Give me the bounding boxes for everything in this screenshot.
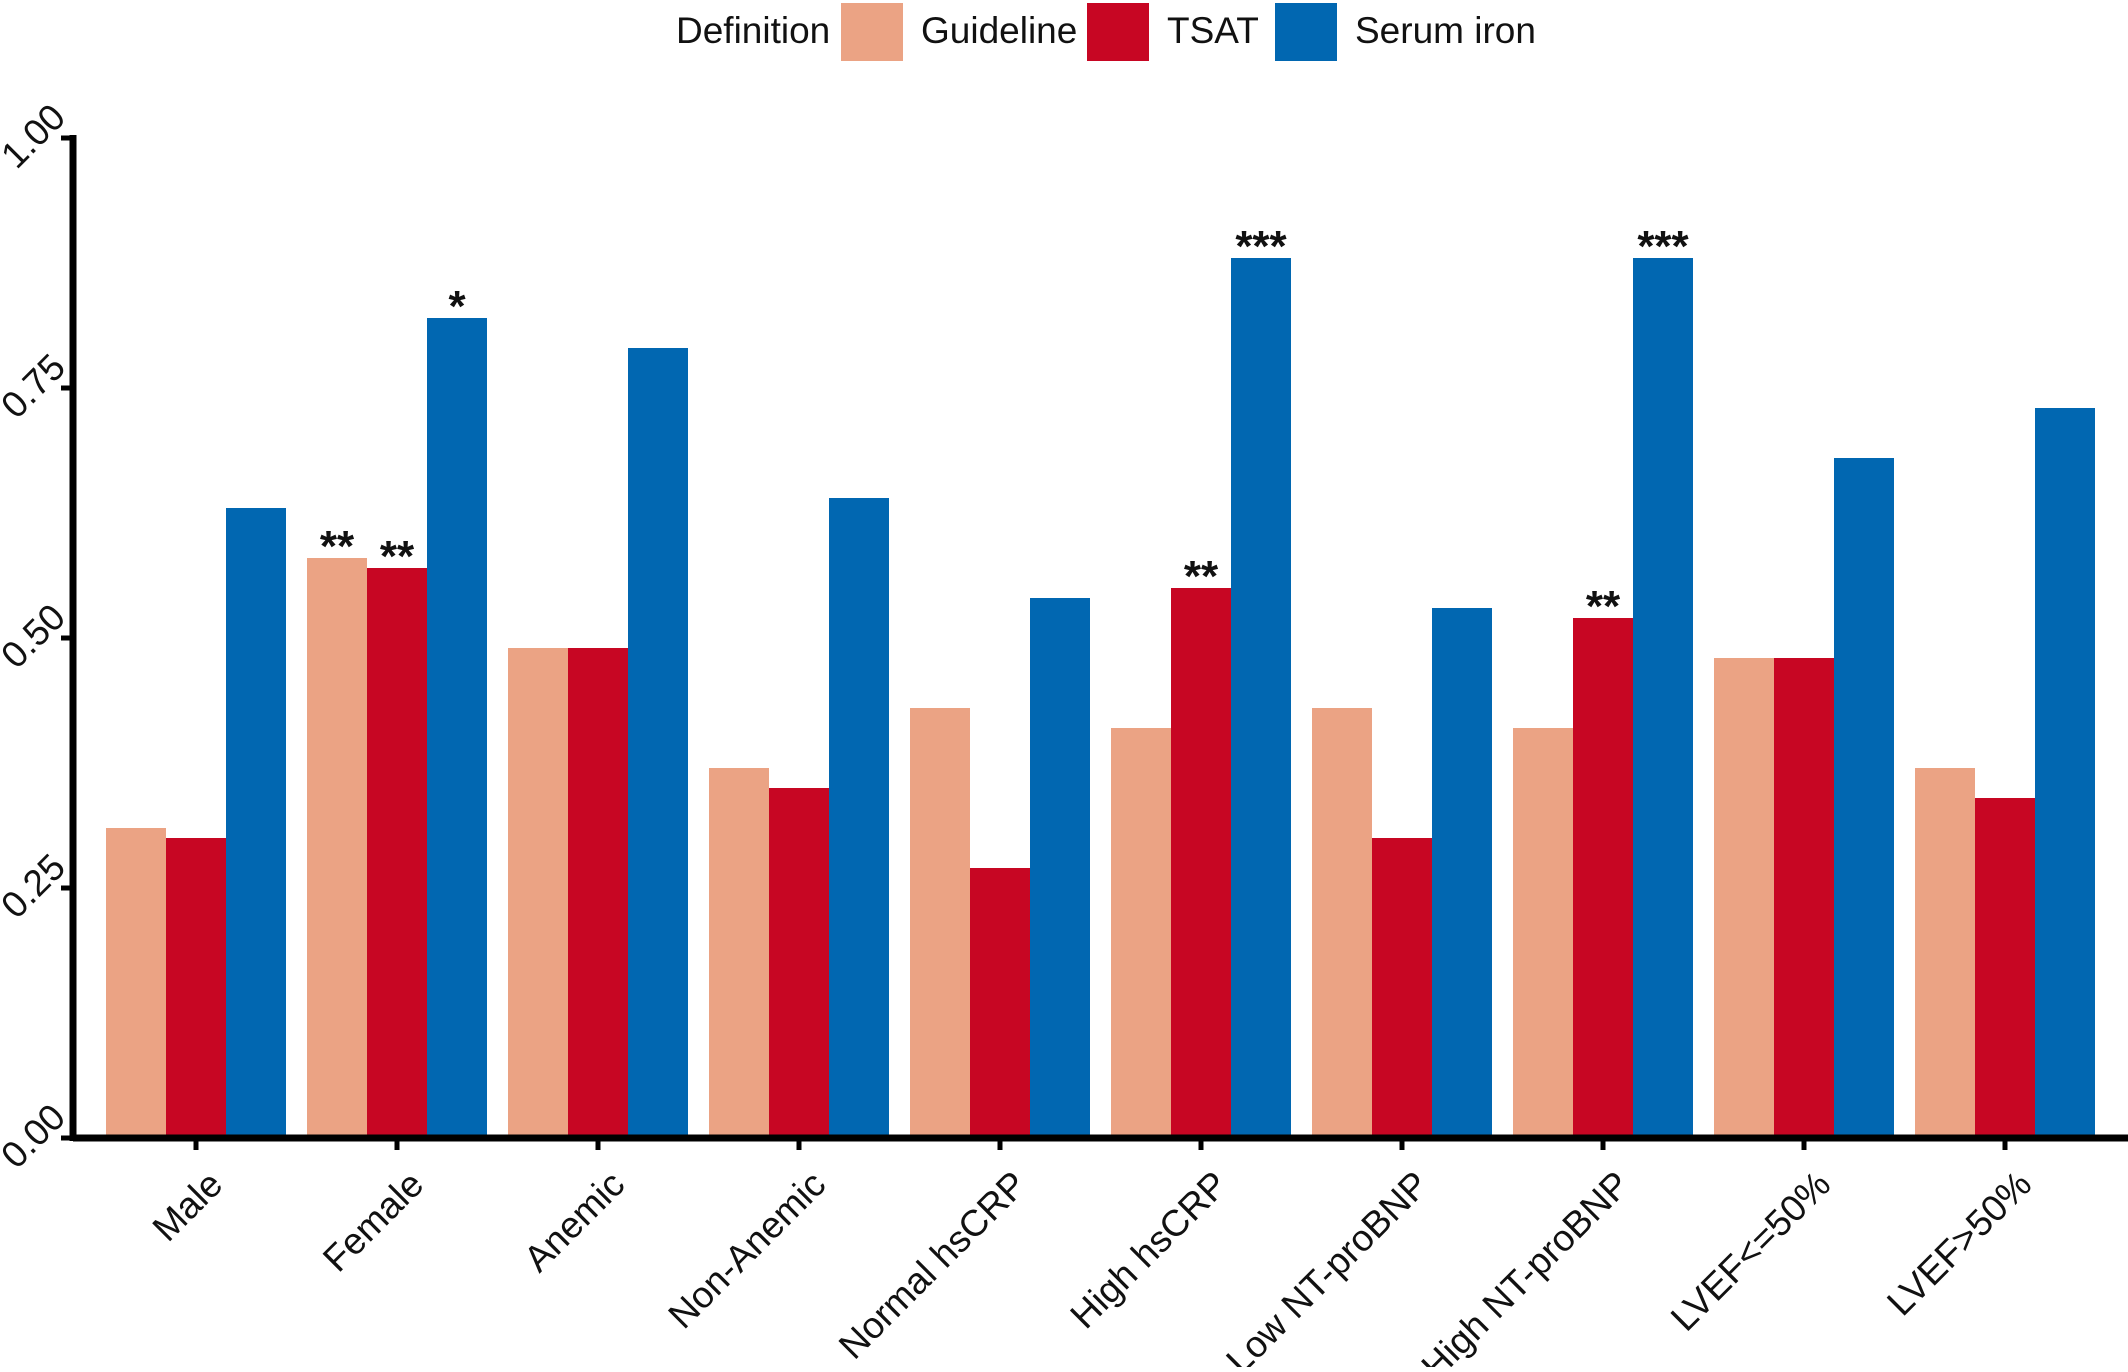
significance-labels: ** ** ******** *** [320, 222, 1690, 631]
legend-swatch-guideline [841, 3, 903, 61]
significance-label: ** [1184, 552, 1219, 601]
bar-serum-iron-0 [226, 508, 286, 1138]
legend-label: Guideline [921, 10, 1077, 51]
significance-label: *** [1235, 222, 1287, 271]
significance-label: * [448, 282, 466, 331]
bar-serum-iron-9 [2035, 408, 2095, 1138]
bar-guideline-6 [1312, 708, 1372, 1138]
significance-label: ** [1586, 582, 1621, 631]
category-label: High NT-proBNP [1414, 1163, 1638, 1367]
bar-guideline-1 [307, 558, 367, 1138]
bar-guideline-9 [1915, 768, 1975, 1138]
category-label: LVEF>50% [1879, 1163, 2039, 1323]
category-label: High hsCRP [1062, 1163, 1235, 1336]
legend: Definition Guideline TSAT Serum iron [676, 3, 1536, 61]
bar-serum-iron-5 [1231, 258, 1291, 1138]
category-label: Female [315, 1163, 431, 1279]
bar-guideline-8 [1714, 658, 1774, 1138]
category-label: LVEF<=50% [1663, 1163, 1838, 1338]
legend-label: Serum iron [1355, 10, 1536, 51]
legend-title: Definition [676, 10, 830, 51]
bar-guideline-5 [1111, 728, 1171, 1138]
legend-swatch-tsat [1087, 3, 1149, 61]
bar-serum-iron-2 [628, 348, 688, 1138]
bar-guideline-3 [709, 768, 769, 1138]
bar-guideline-2 [508, 648, 568, 1138]
bar-tsat-9 [1975, 798, 2035, 1138]
bar-tsat-1 [367, 568, 427, 1138]
significance-label: ** [320, 522, 355, 571]
legend-swatch-serum-iron [1275, 3, 1337, 61]
significance-label: *** [1637, 222, 1689, 271]
bar-guideline-0 [106, 828, 166, 1138]
category-label: Non-Anemic [660, 1163, 833, 1336]
category-label: Normal hsCRP [831, 1163, 1034, 1366]
bar-serum-iron-4 [1030, 598, 1090, 1138]
bar-tsat-6 [1372, 838, 1432, 1138]
bar-serum-iron-8 [1834, 458, 1894, 1138]
bar-serum-iron-6 [1432, 608, 1492, 1138]
bar-guideline-4 [910, 708, 970, 1138]
bar-serum-iron-1 [427, 318, 487, 1138]
bar-tsat-7 [1573, 618, 1633, 1138]
bar-tsat-8 [1774, 658, 1834, 1138]
significance-label: ** [380, 532, 415, 581]
bar-serum-iron-7 [1633, 258, 1693, 1138]
bars [106, 258, 2095, 1138]
category-label: Low NT-proBNP [1218, 1163, 1436, 1367]
category-label: Male [145, 1163, 231, 1249]
bar-tsat-3 [769, 788, 829, 1138]
category-label: Anemic [516, 1163, 632, 1279]
bar-tsat-4 [970, 868, 1030, 1138]
legend-label: TSAT [1167, 10, 1259, 51]
bar-tsat-2 [568, 648, 628, 1138]
bar-serum-iron-3 [829, 498, 889, 1138]
bar-tsat-5 [1171, 588, 1231, 1138]
bar-tsat-0 [166, 838, 226, 1138]
bar-guideline-7 [1513, 728, 1573, 1138]
